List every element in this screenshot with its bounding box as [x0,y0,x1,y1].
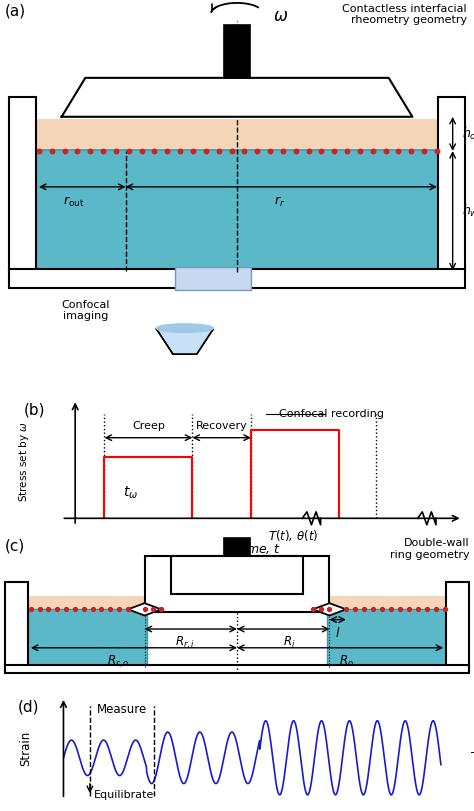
Text: $h_w$: $h_w$ [462,203,474,219]
Text: $r_r$: $r_r$ [274,195,285,209]
Text: $R_{r,i}$: $R_{r,i}$ [175,635,195,651]
Text: Strain: Strain [19,731,32,766]
Polygon shape [313,603,346,616]
Polygon shape [156,329,213,354]
Text: Double-wall
ring geometry: Double-wall ring geometry [390,538,469,560]
Text: (b): (b) [24,402,46,417]
Text: (d): (d) [18,700,40,714]
Bar [438,97,465,272]
Bar [28,609,147,665]
Text: Time: Time [471,751,474,764]
Text: Contactless interfacial
rheometry geometry: Contactless interfacial rheometry geomet… [342,4,467,25]
Bar [446,582,469,667]
Text: Confocal recording: Confocal recording [279,409,384,418]
Bar [145,556,329,612]
Text: $R_o$: $R_o$ [338,654,354,668]
Text: $r_\mathrm{out}$: $r_\mathrm{out}$ [63,195,84,209]
Text: Equilibrate: Equilibrate [94,790,154,800]
Text: Confocal
imaging: Confocal imaging [61,300,109,321]
Bar [224,538,250,556]
Ellipse shape [156,324,213,333]
Bar [36,118,438,152]
Text: $R_i$: $R_i$ [283,635,295,650]
Bar [5,665,469,673]
Text: $t_\omega$: $t_\omega$ [123,484,138,500]
Bar [175,267,251,290]
Text: $T(t)$, $\theta(t)$: $T(t)$, $\theta(t)$ [268,528,318,543]
Polygon shape [62,78,412,117]
Bar [224,25,250,78]
Text: $l$: $l$ [335,626,340,640]
Text: (c): (c) [5,538,25,553]
Text: Time, $t$: Time, $t$ [235,541,282,556]
Bar [5,582,28,667]
Text: $R_{r,o}$: $R_{r,o}$ [107,654,130,670]
Bar [327,609,446,665]
Text: Measure: Measure [97,703,147,716]
Polygon shape [128,603,161,616]
Bar [9,97,36,272]
Text: Creep: Creep [132,421,165,431]
Bar [36,150,438,271]
Text: $\omega$: $\omega$ [273,6,288,24]
Bar [171,556,303,594]
Text: Recovery: Recovery [196,421,247,431]
Text: (a): (a) [5,4,26,19]
Text: Stress set by $\omega$: Stress set by $\omega$ [17,422,31,502]
Bar [9,268,465,288]
Bar [28,596,446,611]
Text: $h_o$: $h_o$ [462,126,474,142]
